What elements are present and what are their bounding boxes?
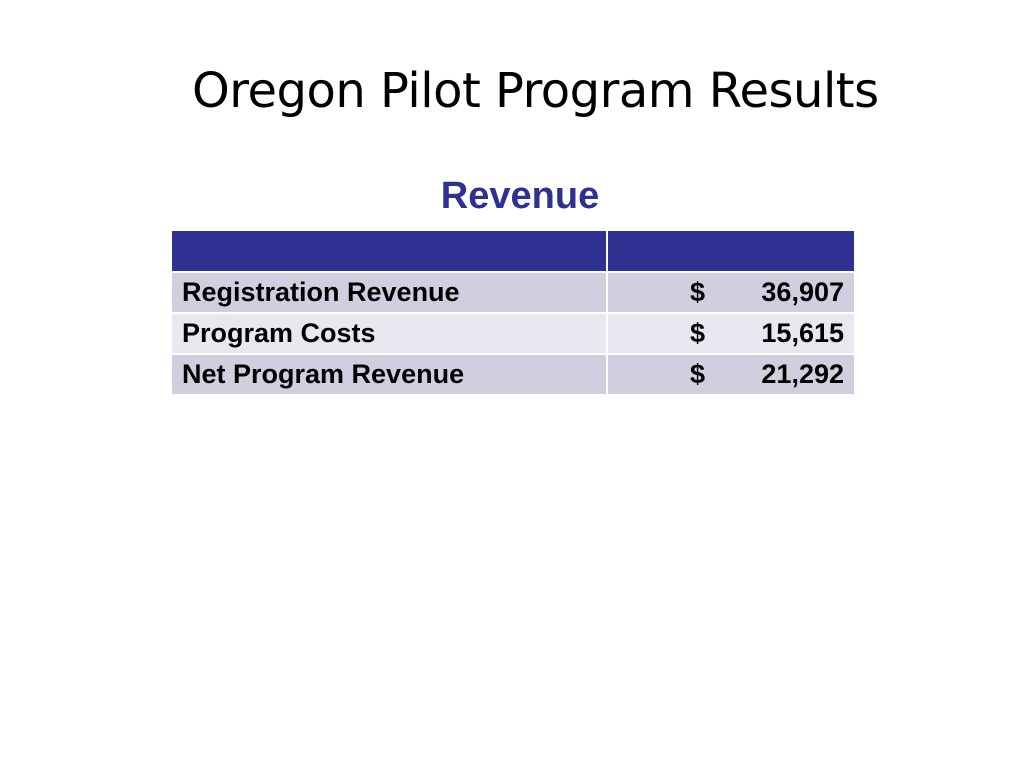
- row-label: Program Costs: [170, 312, 608, 355]
- header-cell-amount: [606, 229, 856, 273]
- currency-symbol: $: [690, 359, 706, 389]
- row-amount: $ 21,292: [606, 353, 856, 396]
- table-row: Net Program Revenue $ 21,292: [170, 353, 856, 396]
- revenue-table: Registration Revenue $ 36,907 Program Co…: [170, 229, 856, 396]
- row-amount: $ 36,907: [606, 271, 856, 314]
- currency-symbol: $: [690, 277, 706, 307]
- currency-symbol: $: [690, 318, 706, 348]
- table-row: Program Costs $ 15,615: [170, 312, 856, 355]
- row-amount: $ 15,615: [606, 312, 856, 355]
- amount-value: 15,615: [761, 318, 844, 348]
- table-row: Registration Revenue $ 36,907: [170, 271, 856, 314]
- row-label: Net Program Revenue: [170, 353, 608, 396]
- slide-title: Oregon Pilot Program Results: [192, 63, 879, 119]
- header-cell-label: [170, 229, 608, 273]
- amount-value: 21,292: [761, 359, 844, 389]
- section-heading: Revenue: [440, 175, 600, 217]
- row-label: Registration Revenue: [170, 271, 608, 314]
- amount-value: 36,907: [761, 277, 844, 307]
- table-header-row: [170, 229, 856, 273]
